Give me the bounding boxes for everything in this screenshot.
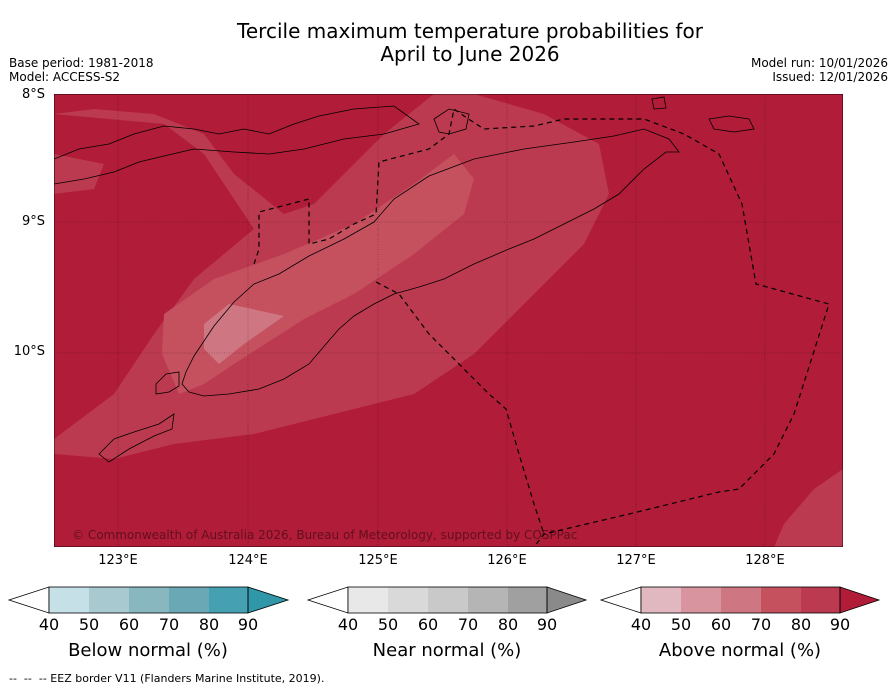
lon-label-124e: 124°E	[228, 553, 268, 568]
above-segment-50	[681, 587, 721, 613]
below-normal-colorbar	[7, 586, 290, 614]
near-tick-80: 80	[497, 615, 519, 634]
lon-label-128e: 128°E	[745, 553, 785, 568]
near-tick-90: 90	[536, 615, 558, 634]
contour-80-bottom-right	[774, 469, 843, 547]
near-normal-colorbar	[306, 586, 588, 614]
above-segment-40	[641, 587, 681, 613]
near-segment-80	[508, 587, 547, 613]
below-normal-label: Below normal (%)	[68, 640, 228, 661]
copyright-notice: © Commonwealth of Australia 2026, Bureau…	[72, 528, 577, 542]
near-normal-label: Near normal (%)	[372, 640, 522, 661]
probability-map: © Commonwealth of Australia 2026, Bureau…	[54, 94, 843, 547]
lon-label-125e: 125°E	[358, 553, 398, 568]
coastlines	[54, 96, 755, 463]
wetar-coastline	[433, 108, 470, 135]
meta-right: Model run: 10/01/2026 Issued: 12/01/2026	[751, 56, 888, 84]
lat-label-8s: 8°S	[21, 87, 45, 102]
eez-footnote: -- -- -- EEZ border V11 (Flanders Marine…	[9, 672, 325, 685]
near-arrow-left	[306, 586, 349, 614]
contour-80-top-left	[54, 154, 104, 194]
below-tick-80: 80	[198, 615, 220, 634]
contour-80-region	[54, 94, 609, 547]
near-tick-70: 70	[457, 615, 479, 634]
lat-label-10s: 10°S	[13, 344, 45, 359]
chart-title: Tercile maximum temperature probabilitie…	[170, 20, 770, 66]
lon-label-127e: 127°E	[616, 553, 656, 568]
above-arrow-left	[599, 586, 642, 614]
above-tick-90: 90	[829, 615, 851, 634]
legend-colorbars	[7, 586, 881, 614]
rote-coastline	[155, 371, 180, 395]
below-segment-50	[89, 587, 129, 613]
above-tick-70: 70	[750, 615, 772, 634]
above-segment-80	[801, 587, 840, 613]
above-tick-40: 40	[630, 615, 652, 634]
above-tick-80: 80	[790, 615, 812, 634]
near-segment-40	[348, 587, 388, 613]
lon-label-123e: 123°E	[98, 553, 138, 568]
below-segment-40	[49, 587, 89, 613]
issued-date: Issued: 12/01/2026	[772, 70, 888, 84]
base-period: Base period: 1981-2018	[9, 56, 154, 70]
below-segment-70	[169, 587, 209, 613]
gridlines	[54, 94, 843, 547]
near-tick-60: 60	[417, 615, 439, 634]
lon-label-126e: 126°E	[487, 553, 527, 568]
eez-border	[253, 107, 830, 547]
below-tick-50: 50	[78, 615, 100, 634]
above-normal-colorbar	[599, 586, 881, 614]
below-arrow-right	[247, 586, 290, 614]
below-tick-70: 70	[158, 615, 180, 634]
near-segment-60	[428, 587, 468, 613]
above-arrow-right	[839, 586, 881, 614]
near-tick-50: 50	[377, 615, 399, 634]
below-tick-40: 40	[38, 615, 60, 634]
meta-left: Base period: 1981-2018 Model: ACCESS-S2	[9, 56, 154, 84]
above-segment-70	[761, 587, 801, 613]
above-segment-60	[721, 587, 761, 613]
above-tick-60: 60	[710, 615, 732, 634]
title-line-2: April to June 2026	[380, 42, 560, 66]
below-tick-90: 90	[237, 615, 259, 634]
babar-coastline	[708, 115, 755, 133]
timor-coastline	[181, 128, 680, 397]
below-tick-60: 60	[118, 615, 140, 634]
model-name: Model: ACCESS-S2	[9, 70, 121, 84]
flores-alor-coastline	[54, 105, 420, 185]
near-tick-40: 40	[337, 615, 359, 634]
lat-label-9s: 9°S	[21, 214, 45, 229]
sawu-coastline	[98, 413, 175, 463]
near-segment-50	[388, 587, 428, 613]
small-island-coastline	[651, 96, 667, 110]
below-arrow-left	[7, 586, 50, 614]
title-line-1: Tercile maximum temperature probabilitie…	[237, 19, 703, 43]
below-segment-60	[129, 587, 169, 613]
above-normal-label: Above normal (%)	[658, 640, 822, 661]
model-run: Model run: 10/01/2026	[750, 56, 888, 70]
contour-60-region	[204, 304, 284, 364]
below-segment-80	[209, 587, 248, 613]
above-tick-50: 50	[670, 615, 692, 634]
near-segment-70	[468, 587, 508, 613]
near-arrow-right	[546, 586, 588, 614]
